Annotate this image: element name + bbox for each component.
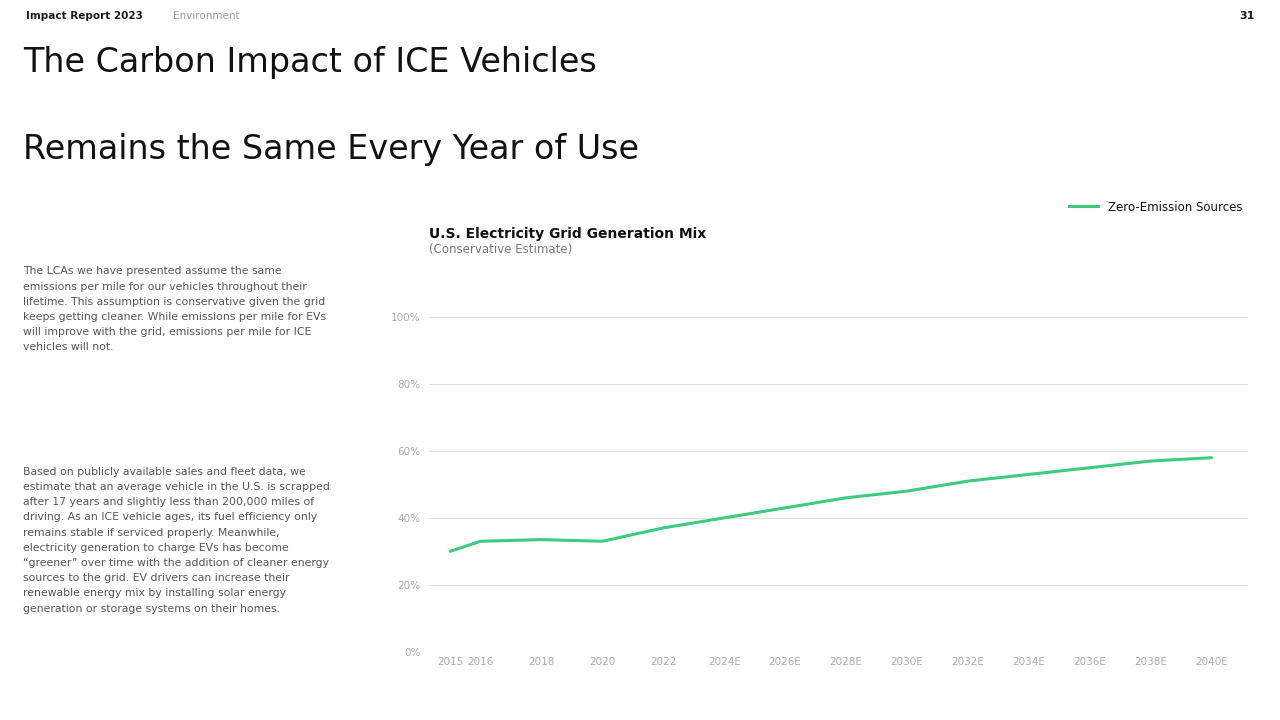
Text: Environment: Environment [173, 12, 239, 21]
Text: 31: 31 [1239, 12, 1254, 21]
Text: Impact Report 2023: Impact Report 2023 [26, 12, 142, 21]
Text: Remains the Same Every Year of Use: Remains the Same Every Year of Use [23, 133, 639, 166]
Text: U.S. Electricity Grid Generation Mix: U.S. Electricity Grid Generation Mix [429, 228, 707, 241]
Text: Based on publicly available sales and fleet data, we
estimate that an average ve: Based on publicly available sales and fl… [23, 467, 330, 613]
Text: The LCAs we have presented assume the same
emissions per mile for our vehicles t: The LCAs we have presented assume the sa… [23, 266, 326, 352]
Legend: Zero-Emission Sources: Zero-Emission Sources [1069, 201, 1242, 214]
Text: (Conservative Estimate): (Conservative Estimate) [429, 243, 572, 256]
Text: The Carbon Impact of ICE Vehicles: The Carbon Impact of ICE Vehicles [23, 46, 596, 78]
